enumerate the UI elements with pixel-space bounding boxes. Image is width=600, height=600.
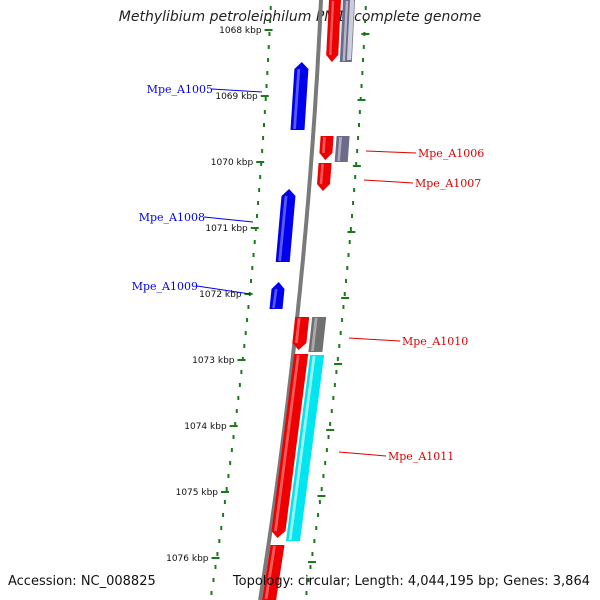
gene-feature-block-shade [311,317,318,352]
gene-label: Mpe_A1011 [388,450,454,463]
tick-label: 1073 kbp [192,356,235,366]
tick-label: 1070 kbp [211,158,254,168]
cds-forward-arrow [319,136,334,160]
cds-reverse-arrow [269,282,285,309]
gene-label: Mpe_A1007 [415,177,481,190]
gene-label: Mpe_A1005 [147,83,213,96]
cds-forward-arrow-shade [295,317,301,344]
gene-leader-line [211,88,263,93]
rna-feature-block-shade [288,355,316,541]
tick-label: 1069 kbp [215,92,258,102]
gene-feature-block-shade [337,136,342,162]
cds-reverse-arrow [275,189,296,262]
cds-reverse-arrow-shade [293,68,301,130]
tick-label: 1072 kbp [199,290,242,300]
cds-forward-arrow-shade [319,163,324,185]
gene-leader-line [203,216,254,223]
gene-leader-line [196,285,251,295]
cds-forward-arrow-shade [274,354,300,532]
tick-marks: 1068 kbp 1069 kbp 1070 kbp 1071 kbp 1072 kbp… [166,26,370,564]
tick-label: 1075 kbp [176,488,219,498]
cds-forward-arrow [317,163,332,191]
accession-text: Accession: NC_008825 [8,574,156,589]
map-title: Methylibium petroleiphilum PM1, complete… [118,9,482,25]
cds-reverse-arrow-shade [272,288,278,309]
gene-label: Mpe_A1006 [418,147,484,160]
cds-forward-arrow-shade [264,545,276,600]
gene-feature-block-shade [342,0,349,62]
cds-forward-arrow [292,317,310,350]
gene-feature-edge-shade [350,0,355,60]
cds-forward-arrow-shade [322,136,326,154]
gene-leader-line [338,451,387,457]
topology-text: Topology: circular; Length: 4,044,195 bp… [232,574,590,589]
cds-forward-arrow-shade [329,0,335,56]
gene-leader-line [348,337,401,342]
gene-label: Mpe_A1008 [139,211,205,224]
gene-label: Mpe_A1010 [402,335,468,348]
backbone-line [258,0,323,600]
tick-label: 1076 kbp [166,554,209,564]
gene-leader-line [363,179,414,184]
tick-label: 1071 kbp [205,224,248,234]
cds-reverse-arrow [290,62,309,130]
gene-labels: Mpe_A1005 Mpe_A1006 Mpe_A1007 Mpe_A1008 Mpe_… [132,83,485,463]
cds-forward-arrow [326,0,341,62]
cds-forward-arrow [262,545,285,600]
cds-forward-arrow [271,354,309,538]
gene-leader-line [365,150,417,154]
genome-backbone [258,0,323,600]
feature-track [262,0,355,600]
gene-feature-block [334,136,350,162]
cds-reverse-arrow-shade [278,195,288,262]
tick-dots [210,6,367,595]
gene-label: Mpe_A1009 [132,280,198,293]
tick-label: 1068 kbp [219,26,262,36]
gene-feature-edge [346,0,354,60]
tick-label: 1074 kbp [184,422,227,432]
gene-feature-block [308,317,327,352]
